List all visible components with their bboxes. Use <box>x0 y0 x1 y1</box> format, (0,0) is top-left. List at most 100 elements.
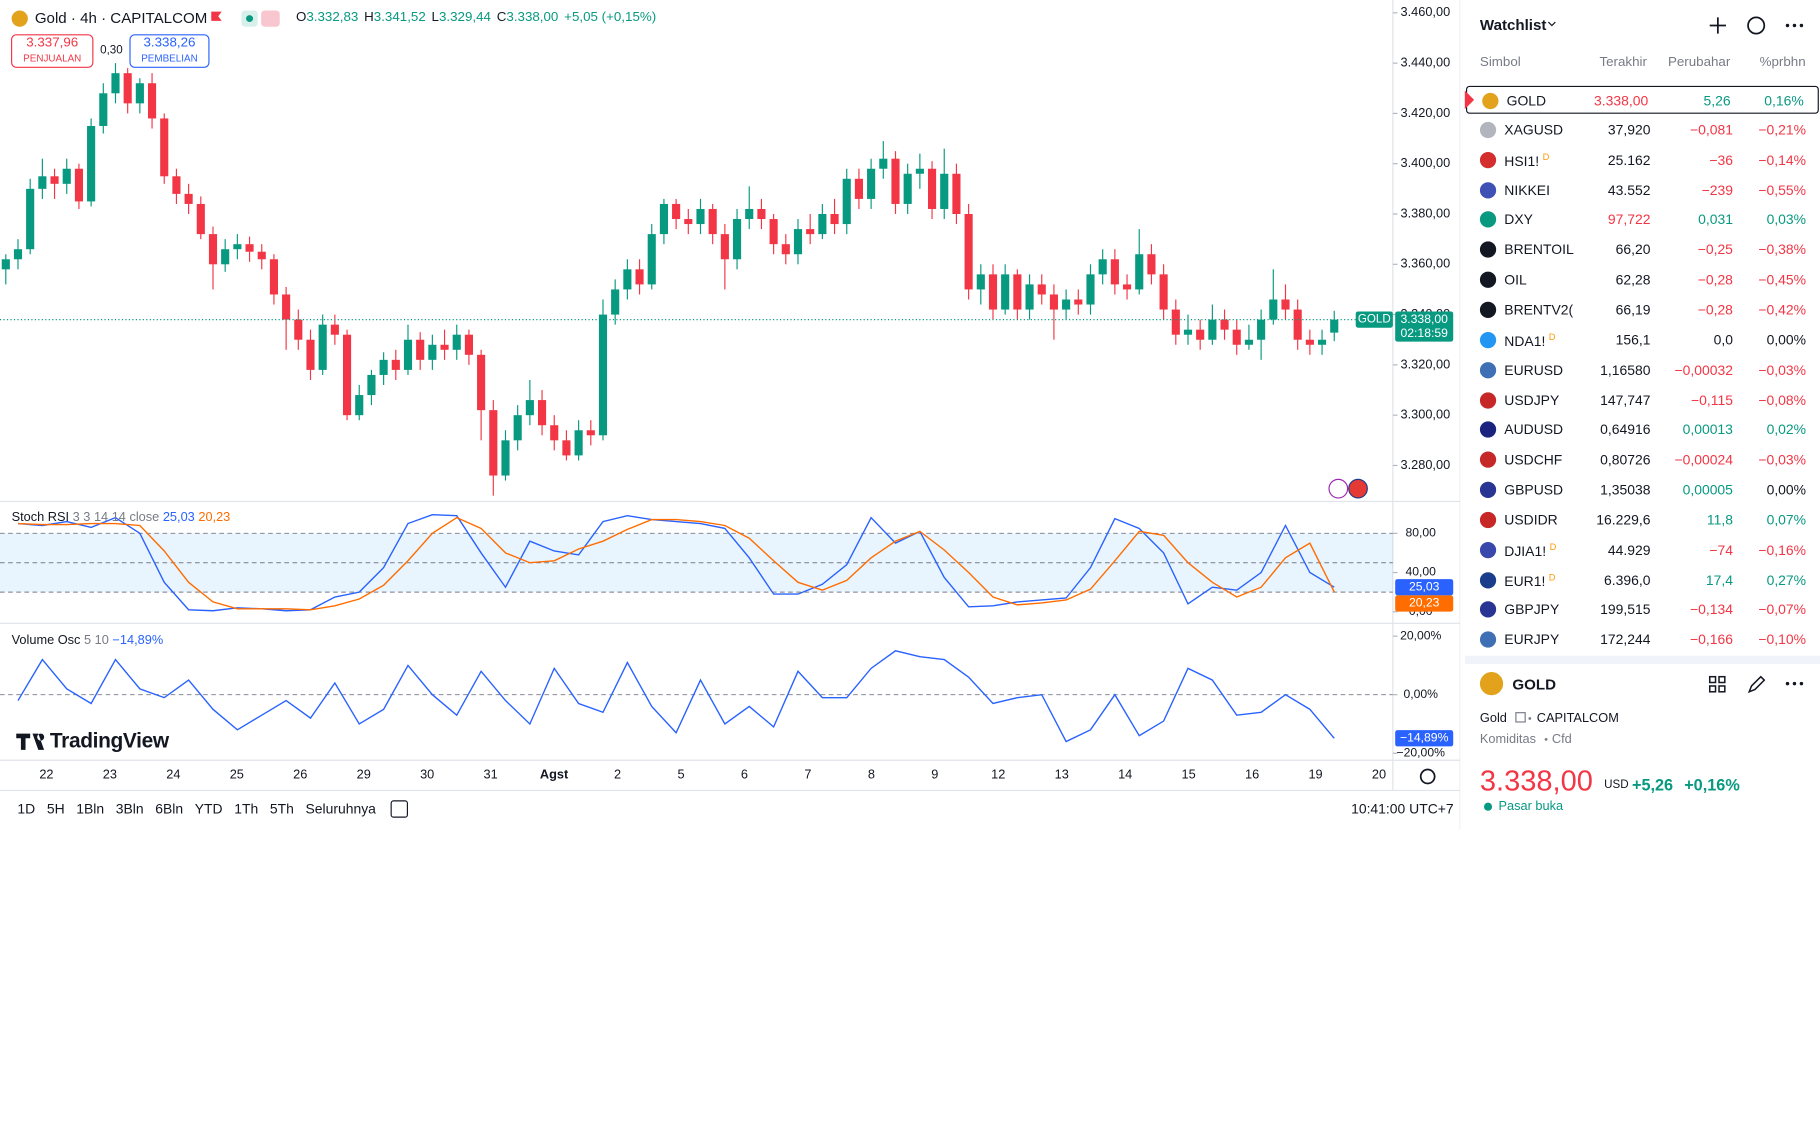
date-icon[interactable] <box>390 800 408 818</box>
candle-body <box>537 400 547 426</box>
watchlist-row[interactable]: GBPUSD 1,35038 0,00005 0,00% <box>1465 476 1820 504</box>
pct: −0,08% <box>1758 391 1807 408</box>
candle-body <box>1110 259 1119 285</box>
watchlist-row[interactable]: GOLD 3.338,00 5,26 0,16% <box>1464 85 1819 114</box>
x-tick-label: 31 <box>484 767 498 782</box>
detail-icons[interactable] <box>1708 675 1766 694</box>
ohlc-label: O <box>295 10 307 25</box>
ohlc-label: L <box>431 10 439 25</box>
chevron[interactable] <box>1547 21 1556 27</box>
watchlist-row[interactable]: HSI1! D 25.162 −36 −0,14% <box>1465 146 1820 174</box>
change: −0,081 <box>1689 121 1733 138</box>
add-icon[interactable] <box>1709 17 1726 34</box>
last: 25.162 <box>1607 151 1651 168</box>
candle-body <box>208 234 218 265</box>
candle-body <box>1 259 10 270</box>
y-tick-label: 20,00% <box>1400 628 1441 642</box>
x-tick-label: 2 <box>614 767 621 782</box>
watchlist-row[interactable]: XAGUSD 37,920 −0,081 −0,21% <box>1465 116 1820 144</box>
range-button[interactable]: 1Bln <box>76 800 105 818</box>
watchlist-row[interactable]: DJIA1! D 44.929 −74 −0,16% <box>1465 536 1820 564</box>
symbol: AUDUSD <box>1504 421 1564 438</box>
pct: −0,07% <box>1758 601 1807 619</box>
buy-button[interactable] <box>129 34 210 68</box>
x-tick-label: 20 <box>1372 767 1386 782</box>
range-button[interactable]: 1Th <box>234 800 259 818</box>
range-button[interactable]: 3Bln <box>115 800 144 818</box>
value-tag-label: 20,23 <box>1409 596 1440 610</box>
pct: −0,03% <box>1758 451 1807 468</box>
ohlc-value: 3.341,52 <box>373 10 426 25</box>
candle-body <box>1281 299 1290 310</box>
watchlist-row[interactable]: AUDUSD 0,64916 0,00013 0,02% <box>1465 416 1820 444</box>
candle-body <box>915 168 924 174</box>
symbol: DXY <box>1504 211 1533 228</box>
sell-button[interactable] <box>11 34 94 68</box>
status-icon <box>261 10 280 27</box>
y-tick-label: 3.420,00 <box>1401 105 1451 120</box>
symbol: EURJPY <box>1504 631 1560 649</box>
last: 156,1 <box>1615 331 1651 348</box>
watchlist-row[interactable]: BRENTV2(66,19 −0,28 −0,42% <box>1465 296 1820 324</box>
row-flag <box>1464 90 1475 110</box>
watchlist-title[interactable]: Watchlist <box>1479 16 1547 34</box>
range-button[interactable]: YTD <box>194 800 223 818</box>
indicator-title: Stoch RSI <box>11 510 70 525</box>
watchlist-row[interactable]: OIL 62,28 −0,28 −0,45% <box>1465 266 1820 294</box>
range-button[interactable]: 1D <box>17 800 36 818</box>
indicator-params: 3 3 14 14 close <box>72 510 160 525</box>
link-icon[interactable] <box>1515 712 1526 723</box>
watchlist-row[interactable]: NDA1! D 156,1 0,0 0,00% <box>1465 326 1820 354</box>
candle-body <box>38 176 47 189</box>
status-dot <box>1483 802 1493 811</box>
symbol: EURUSD <box>1504 361 1564 378</box>
candle-body <box>26 188 35 250</box>
pct: 0,03% <box>1766 211 1807 228</box>
candle-body <box>732 219 742 260</box>
candle-body <box>806 229 815 235</box>
symbol-icon <box>1479 331 1497 348</box>
range-button[interactable]: Seluruhnya <box>305 800 376 818</box>
candle-body <box>562 440 571 456</box>
range-button[interactable]: 5H <box>46 800 65 818</box>
chart-icon[interactable] <box>1747 16 1766 35</box>
indicator-value: 25,03 <box>162 510 195 525</box>
watchlist-panel <box>1461 0 1820 830</box>
candle-body <box>1037 284 1046 295</box>
watchlist-row[interactable]: USDIDR 16.229,6 11,8 0,07% <box>1465 506 1820 534</box>
range-button[interactable]: 6Bln <box>155 800 184 818</box>
more-icon[interactable] <box>1785 681 1804 686</box>
spread: 0,30 <box>100 44 123 57</box>
candle-body <box>964 213 973 290</box>
watchlist-row[interactable]: EUR1! D 6.396,0 17,4 0,27% <box>1465 566 1820 594</box>
watchlist-row[interactable]: GBPJPY 199,515 −0,134 −0,07% <box>1465 596 1820 624</box>
candle-body <box>550 425 559 441</box>
range-button[interactable]: 5Th <box>269 800 294 818</box>
candle-body <box>940 173 949 209</box>
ohlc-value: 3.329,44 <box>438 10 491 25</box>
watchlist-row[interactable]: DXY 97,722 0,031 0,03% <box>1465 206 1820 234</box>
status-dot <box>246 15 254 23</box>
settings-icon[interactable] <box>1419 768 1436 785</box>
candle-body <box>282 294 291 320</box>
band-fill <box>0 533 1393 593</box>
watchlist-row[interactable]: EURUSD 1,16580 −0,00032 −0,03% <box>1465 356 1820 384</box>
candle-body <box>440 344 449 350</box>
candle-body <box>294 319 303 340</box>
y-tick-label: −20,00% <box>1397 745 1446 759</box>
symbol: USDIDR <box>1504 511 1558 528</box>
more-icon[interactable] <box>1785 23 1804 28</box>
candle-body <box>330 324 339 335</box>
column-header: Perubahar <box>1667 55 1731 70</box>
watchlist-row[interactable]: EURJPY 172,244 −0,166 −0,10% <box>1465 626 1820 654</box>
candle-body <box>1196 329 1205 340</box>
watchlist-row[interactable]: USDCHF 0,80726 −0,00024 −0,03% <box>1465 446 1820 474</box>
pct: 0,00% <box>1766 481 1807 499</box>
watchlist-row[interactable]: BRENTOIL 66,20 −0,25 −0,38% <box>1465 236 1820 264</box>
change: 11,8 <box>1706 511 1733 528</box>
symbol-icon <box>1479 481 1497 499</box>
watchlist-row[interactable]: USDJPY 147,747 −0,115 −0,08% <box>1465 386 1820 414</box>
change: 0,031 <box>1698 211 1733 228</box>
candle-body <box>598 314 608 436</box>
watchlist-row[interactable]: NIKKEI 43.552 −239 −0,55% <box>1465 176 1820 204</box>
